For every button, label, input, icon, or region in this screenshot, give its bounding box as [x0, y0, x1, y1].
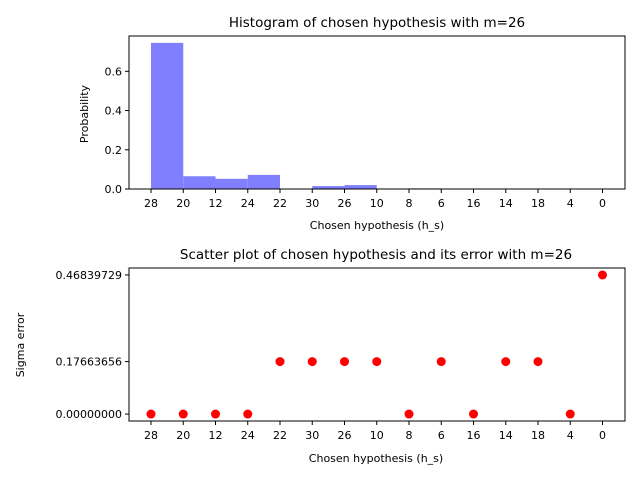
scatter-point	[275, 357, 285, 367]
x-tick-label: 0	[599, 429, 606, 442]
x-tick-label: 4	[567, 429, 574, 442]
scatter-point	[211, 409, 220, 419]
y-tick-label: 0.46839729	[56, 269, 122, 282]
scatter-x-ticks: 28 20 12 24 22 30 26 10 8 6 16 14 18 4 0	[144, 421, 606, 442]
histogram-axes-frame	[128, 35, 626, 190]
x-tick-label: 12	[209, 197, 223, 210]
x-tick-label: 6	[438, 429, 445, 442]
x-tick-label: 6	[438, 197, 445, 210]
x-tick-label: 24	[241, 197, 255, 210]
scatter-point	[340, 357, 349, 367]
y-tick-label: 0.0	[105, 183, 123, 196]
scatter-point	[565, 409, 575, 419]
x-tick-label: 26	[338, 429, 352, 442]
y-tick-label: 0.4	[105, 105, 123, 118]
scatter-point	[533, 357, 543, 367]
x-tick-label: 16	[467, 197, 481, 210]
histogram-chart: Histogram of chosen hypothesis with m=26…	[78, 15, 626, 232]
scatter-point	[469, 409, 478, 419]
scatter-point	[243, 409, 253, 419]
histogram-ylabel: Probability	[78, 84, 91, 143]
x-tick-label: 14	[499, 197, 513, 210]
x-tick-label: 30	[305, 429, 319, 442]
scatter-point	[436, 357, 446, 367]
x-tick-label: 22	[273, 197, 287, 210]
histogram-x-ticks: 28 20 12 24 22 30 26 10 8 6 16 14 18 4 0	[144, 189, 606, 210]
scatter-point	[307, 357, 317, 367]
scatter-axes-frame	[128, 267, 626, 422]
scatter-point	[372, 357, 382, 367]
x-tick-label: 18	[531, 429, 545, 442]
x-tick-label: 20	[176, 197, 190, 210]
scatter-point	[404, 409, 414, 419]
x-tick-label: 24	[241, 429, 255, 442]
x-tick-label: 22	[273, 429, 287, 442]
histogram-title: Histogram of chosen hypothesis with m=26	[229, 15, 525, 31]
x-tick-label: 0	[599, 197, 606, 210]
y-tick-label: 0.2	[105, 144, 123, 157]
x-tick-label: 12	[209, 429, 223, 442]
scatter-title: Scatter plot of chosen hypothesis and it…	[180, 247, 572, 263]
x-tick-label: 8	[406, 429, 413, 442]
x-tick-label: 4	[567, 197, 574, 210]
histogram-bar	[215, 178, 248, 189]
x-tick-label: 20	[176, 429, 190, 442]
y-tick-label: 0.17663656	[56, 356, 122, 369]
scatter-point	[598, 270, 607, 280]
y-tick-label: 0.00000000	[56, 408, 122, 421]
histogram-bars	[151, 42, 571, 189]
scatter-xlabel: Chosen hypothesis (h_s)	[309, 452, 443, 465]
histogram-bar	[151, 42, 184, 189]
scatter-point	[501, 357, 511, 367]
x-tick-label: 18	[531, 197, 545, 210]
y-tick-label: 0.6	[105, 65, 123, 78]
x-tick-label: 10	[370, 429, 384, 442]
x-tick-label: 10	[370, 197, 384, 210]
histogram-xlabel: Chosen hypothesis (h_s)	[310, 219, 444, 232]
x-tick-label: 8	[406, 197, 413, 210]
histogram-bar	[183, 176, 216, 189]
x-tick-label: 26	[338, 197, 352, 210]
scatter-chart: Scatter plot of chosen hypothesis and it…	[14, 247, 626, 465]
scatter-ylabel: Sigma error	[14, 312, 27, 377]
x-tick-label: 16	[467, 429, 481, 442]
histogram-bar	[312, 186, 345, 189]
scatter-point	[178, 409, 188, 419]
x-tick-label: 14	[499, 429, 513, 442]
histogram-bar	[344, 185, 377, 189]
scatter-point	[146, 409, 156, 419]
histogram-bar	[247, 174, 280, 189]
x-tick-label: 28	[144, 197, 158, 210]
scatter-y-ticks: 0.00000000 0.17663656 0.46839729	[56, 269, 129, 421]
histogram-y-ticks: 0.0 0.2 0.4 0.6	[105, 65, 129, 196]
x-tick-label: 30	[305, 197, 319, 210]
scatter-points	[146, 270, 607, 419]
x-tick-label: 28	[144, 429, 158, 442]
